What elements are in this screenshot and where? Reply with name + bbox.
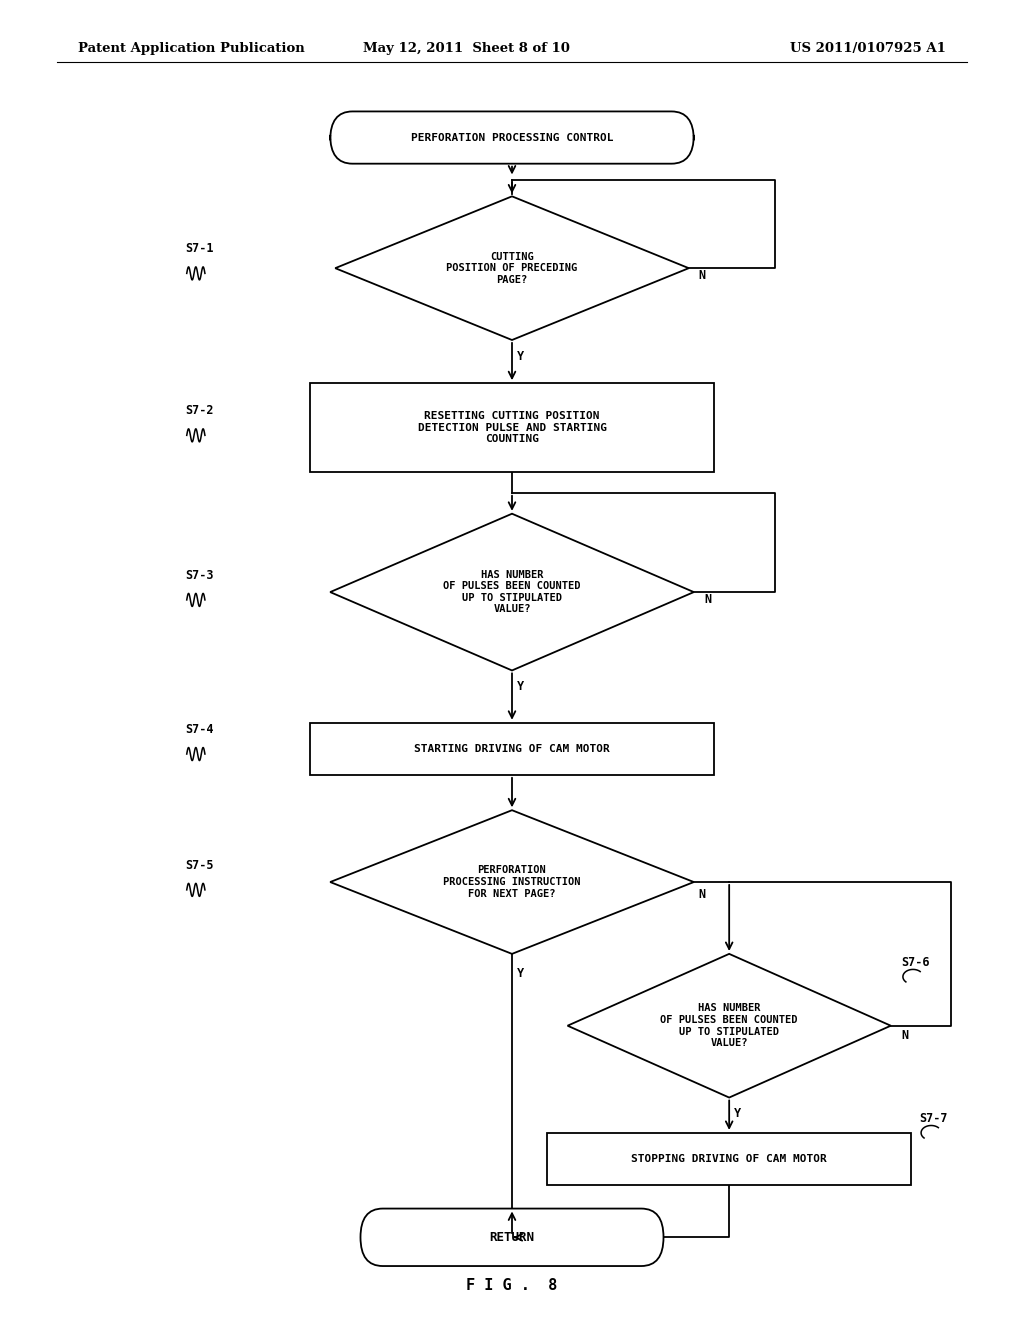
Text: STOPPING DRIVING OF CAM MOTOR: STOPPING DRIVING OF CAM MOTOR — [632, 1154, 827, 1164]
Text: Patent Application Publication: Patent Application Publication — [78, 42, 304, 55]
Text: CUTTING
POSITION OF PRECEDING
PAGE?: CUTTING POSITION OF PRECEDING PAGE? — [446, 252, 578, 285]
Text: RETURN: RETURN — [489, 1230, 535, 1243]
Polygon shape — [330, 513, 694, 671]
Text: S7-3: S7-3 — [185, 569, 214, 582]
Text: Y: Y — [734, 1107, 741, 1121]
Text: May 12, 2011  Sheet 8 of 10: May 12, 2011 Sheet 8 of 10 — [364, 42, 570, 55]
Text: F I G .  8: F I G . 8 — [466, 1279, 558, 1294]
Text: PERFORATION
PROCESSING INSTRUCTION
FOR NEXT PAGE?: PERFORATION PROCESSING INSTRUCTION FOR N… — [443, 866, 581, 899]
Bar — [310, 383, 714, 473]
Text: N: N — [901, 1028, 908, 1041]
Text: PERFORATION PROCESSING CONTROL: PERFORATION PROCESSING CONTROL — [411, 132, 613, 143]
Polygon shape — [335, 197, 689, 341]
Text: RESETTING CUTTING POSITION
DETECTION PULSE AND STARTING
COUNTING: RESETTING CUTTING POSITION DETECTION PUL… — [418, 411, 606, 444]
Text: N: N — [703, 593, 711, 606]
Text: Y: Y — [517, 350, 524, 363]
Polygon shape — [567, 954, 891, 1097]
Text: S7-4: S7-4 — [185, 723, 214, 735]
Text: S7-6: S7-6 — [901, 956, 930, 969]
Text: Y: Y — [517, 680, 524, 693]
Text: Y: Y — [517, 968, 524, 981]
FancyBboxPatch shape — [330, 111, 694, 164]
Text: S7-5: S7-5 — [185, 858, 214, 871]
Bar — [310, 722, 714, 775]
Text: S7-1: S7-1 — [185, 242, 214, 255]
Text: N: N — [698, 268, 706, 281]
FancyBboxPatch shape — [360, 1209, 664, 1266]
Text: US 2011/0107925 A1: US 2011/0107925 A1 — [791, 42, 946, 55]
Text: S7-2: S7-2 — [185, 404, 214, 417]
Text: HAS NUMBER
OF PULSES BEEN COUNTED
UP TO STIPULATED
VALUE?: HAS NUMBER OF PULSES BEEN COUNTED UP TO … — [660, 1003, 798, 1048]
Text: S7-7: S7-7 — [920, 1111, 947, 1125]
Text: HAS NUMBER
OF PULSES BEEN COUNTED
UP TO STIPULATED
VALUE?: HAS NUMBER OF PULSES BEEN COUNTED UP TO … — [443, 570, 581, 615]
Bar — [548, 1133, 911, 1185]
Polygon shape — [330, 810, 694, 954]
Text: STARTING DRIVING OF CAM MOTOR: STARTING DRIVING OF CAM MOTOR — [414, 743, 610, 754]
Text: N: N — [698, 888, 706, 900]
